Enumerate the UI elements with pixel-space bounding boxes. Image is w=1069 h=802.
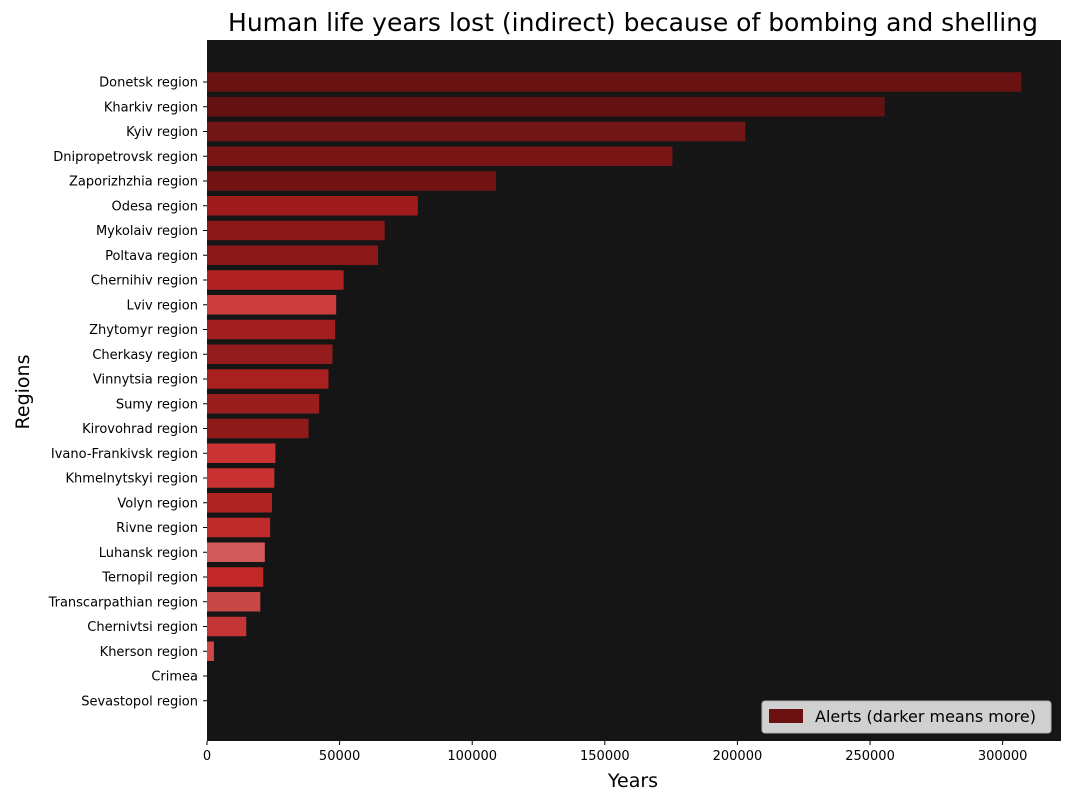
bar	[207, 443, 276, 463]
legend-box	[761, 700, 1052, 734]
bar	[207, 418, 309, 439]
y-tick-label: Volyn region	[117, 496, 198, 511]
plot-area	[207, 40, 1061, 741]
x-axis-label: Years	[607, 770, 658, 792]
chart-title: Human life years lost (indirect) because…	[228, 8, 1038, 37]
bar	[207, 493, 272, 513]
y-tick-label: Dnipropetrovsk region	[53, 150, 198, 165]
x-tick-label: 150000	[580, 749, 630, 764]
x-tick-label: 300000	[978, 749, 1028, 764]
y-tick-label: Chernihiv region	[91, 274, 198, 289]
x-axis-ticks: 0 50000 100000 150000 200000 250000 300000	[203, 741, 1028, 764]
bar	[207, 616, 247, 637]
y-tick-label: Kharkiv region	[104, 100, 198, 115]
y-tick-label: Chernivtsi region	[87, 620, 198, 635]
bar	[207, 592, 261, 612]
x-tick-label: 0	[203, 749, 211, 764]
y-tick-label: Odesa region	[112, 199, 198, 214]
y-tick-label: Poltava region	[105, 249, 198, 264]
y-tick-label: Cherkasy region	[92, 348, 198, 363]
bar	[207, 146, 673, 166]
x-tick-label: 50000	[319, 749, 360, 764]
y-tick-label: Sevastopol region	[81, 694, 198, 709]
bars	[207, 72, 1022, 661]
x-tick-label: 250000	[845, 749, 895, 764]
bar	[207, 171, 497, 191]
bar	[207, 394, 320, 414]
y-tick-label: Kherson region	[100, 645, 198, 660]
y-tick-label: Luhansk region	[99, 546, 198, 561]
bar	[207, 245, 379, 265]
y-tick-label: Lviv region	[127, 298, 199, 313]
y-tick-label: Khmelnytskyi region	[66, 472, 198, 487]
y-tick-label: Mykolaiv region	[96, 224, 198, 239]
y-tick-label: Kirovohrad region	[82, 422, 198, 437]
bar	[207, 196, 418, 216]
bar	[207, 567, 264, 587]
y-tick-label: Sumy region	[116, 397, 198, 412]
bar	[207, 542, 265, 562]
y-axis-label: Regions	[12, 355, 34, 430]
x-tick-label: 200000	[713, 749, 763, 764]
bar	[207, 319, 336, 340]
y-tick-label: Crimea	[151, 670, 198, 685]
legend-swatch	[769, 709, 803, 723]
bar	[207, 344, 333, 364]
y-axis-ticks: Donetsk region Kharkiv region Kyiv region D…	[48, 76, 207, 709]
y-tick-label: Transcarpathian region	[48, 595, 198, 610]
legend: Alerts (darker means more)	[761, 700, 1052, 734]
y-tick-label: Ternopil region	[101, 571, 198, 586]
bar	[207, 97, 885, 117]
y-tick-label: Rivne region	[116, 521, 198, 536]
bar	[207, 641, 214, 661]
bar	[207, 369, 329, 389]
bar	[207, 517, 271, 538]
y-tick-label: Donetsk region	[99, 76, 198, 91]
bar	[207, 295, 337, 315]
y-tick-label: Zaporizhzhia region	[69, 175, 198, 190]
bar	[207, 121, 746, 142]
y-tick-label: Zhytomyr region	[89, 323, 198, 338]
y-tick-label: Ivano-Frankivsk region	[51, 447, 198, 462]
bar	[207, 72, 1022, 92]
y-tick-label: Kyiv region	[126, 125, 198, 140]
x-tick-label: 100000	[447, 749, 497, 764]
bar	[207, 270, 344, 290]
bar	[207, 220, 385, 241]
y-tick-label: Vinnytsia region	[93, 373, 198, 388]
legend-label: Alerts (darker means more)	[815, 707, 1036, 726]
bar	[207, 468, 275, 488]
